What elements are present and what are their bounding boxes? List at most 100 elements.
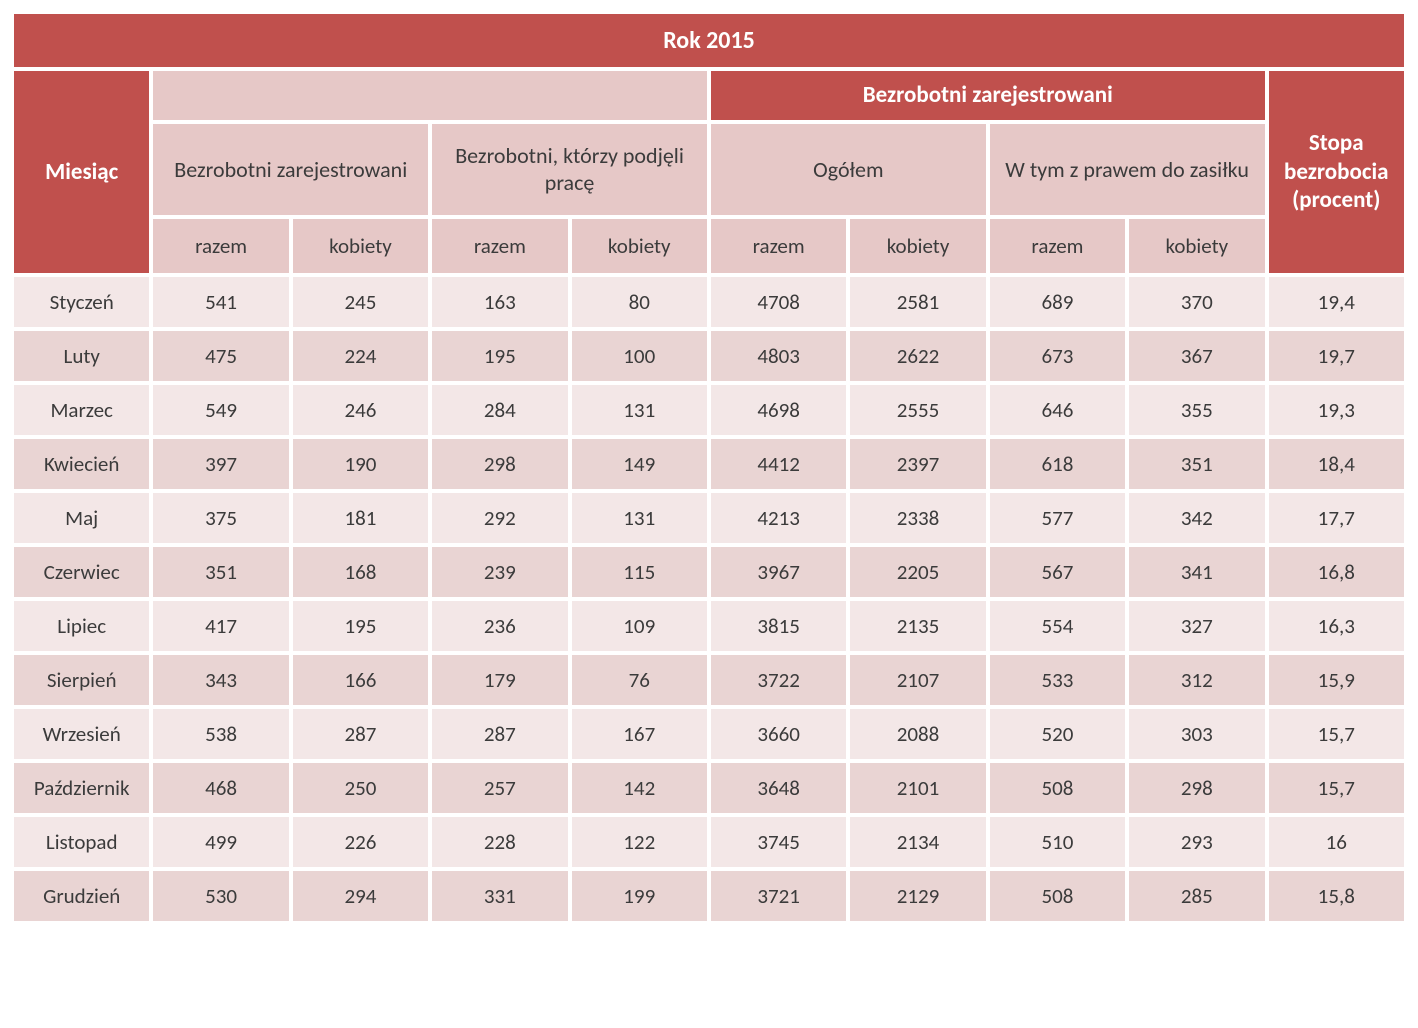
cell-job_women: 131 <box>572 493 707 543</box>
cell-all_total: 4708 <box>711 277 846 327</box>
cell-all_women: 2101 <box>850 763 985 813</box>
cell-job_total: 298 <box>432 439 567 489</box>
cell-reg_women: 287 <box>293 709 428 759</box>
cell-ben_women: 293 <box>1129 817 1264 867</box>
cell-job_total: 239 <box>432 547 567 597</box>
cell-job_women: 167 <box>572 709 707 759</box>
cell-reg_women: 245 <box>293 277 428 327</box>
table-row: Marzec5492462841314698255564635519,3 <box>14 385 1404 435</box>
cell-job_total: 287 <box>432 709 567 759</box>
header-month: Miesiąc <box>14 71 149 273</box>
cell-rate: 16,3 <box>1269 601 1404 651</box>
table-row: Czerwiec3511682391153967220556734116,8 <box>14 547 1404 597</box>
table-row: Wrzesień5382872871673660208852030315,7 <box>14 709 1404 759</box>
cell-all_women: 2622 <box>850 331 985 381</box>
cell-ben_women: 303 <box>1129 709 1264 759</box>
cell-reg_women: 294 <box>293 871 428 921</box>
cell-month: Lipiec <box>14 601 149 651</box>
unemployment-table: Rok 2015 Miesiąc Bezrobotni zarejestrowa… <box>10 10 1408 925</box>
cell-job_total: 195 <box>432 331 567 381</box>
cell-all_women: 2555 <box>850 385 985 435</box>
cell-all_women: 2338 <box>850 493 985 543</box>
cell-rate: 19,7 <box>1269 331 1404 381</box>
cell-job_total: 257 <box>432 763 567 813</box>
cell-month: Luty <box>14 331 149 381</box>
cell-ben_total: 554 <box>990 601 1125 651</box>
cell-all_total: 3967 <box>711 547 846 597</box>
cell-rate: 15,7 <box>1269 709 1404 759</box>
cell-reg_total: 375 <box>153 493 288 543</box>
header-sub-total: Ogółem <box>711 124 986 215</box>
cell-job_total: 236 <box>432 601 567 651</box>
cell-ben_total: 689 <box>990 277 1125 327</box>
col-ben-total: razem <box>990 219 1125 273</box>
cell-job_women: 109 <box>572 601 707 651</box>
cell-reg_total: 351 <box>153 547 288 597</box>
cell-ben_women: 327 <box>1129 601 1264 651</box>
cell-ben_women: 370 <box>1129 277 1264 327</box>
cell-all_total: 3722 <box>711 655 846 705</box>
cell-job_women: 199 <box>572 871 707 921</box>
cell-job_women: 80 <box>572 277 707 327</box>
cell-all_total: 4803 <box>711 331 846 381</box>
cell-reg_women: 168 <box>293 547 428 597</box>
cell-job_total: 331 <box>432 871 567 921</box>
cell-ben_women: 367 <box>1129 331 1264 381</box>
cell-reg_women: 181 <box>293 493 428 543</box>
cell-all_women: 2205 <box>850 547 985 597</box>
cell-job_total: 163 <box>432 277 567 327</box>
cell-job_total: 292 <box>432 493 567 543</box>
cell-rate: 15,9 <box>1269 655 1404 705</box>
cell-reg_women: 190 <box>293 439 428 489</box>
cell-job_women: 142 <box>572 763 707 813</box>
cell-month: Październik <box>14 763 149 813</box>
cell-all_women: 2134 <box>850 817 985 867</box>
cell-all_total: 3815 <box>711 601 846 651</box>
col-job-total: razem <box>432 219 567 273</box>
cell-ben_total: 533 <box>990 655 1125 705</box>
data-table: Rok 2015 Miesiąc Bezrobotni zarejestrowa… <box>10 10 1408 925</box>
cell-reg_total: 499 <box>153 817 288 867</box>
cell-month: Styczeń <box>14 277 149 327</box>
cell-reg_total: 541 <box>153 277 288 327</box>
cell-ben_women: 312 <box>1129 655 1264 705</box>
table-row: Listopad4992262281223745213451029316 <box>14 817 1404 867</box>
header-sub-took-job: Bezrobotni, którzy podjęli pracę <box>432 124 707 215</box>
cell-job_women: 115 <box>572 547 707 597</box>
cell-ben_total: 510 <box>990 817 1125 867</box>
cell-ben_total: 508 <box>990 763 1125 813</box>
cell-ben_total: 577 <box>990 493 1125 543</box>
cell-rate: 17,7 <box>1269 493 1404 543</box>
col-job-women: kobiety <box>572 219 707 273</box>
cell-job_total: 284 <box>432 385 567 435</box>
table-title: Rok 2015 <box>14 14 1404 67</box>
cell-reg_women: 246 <box>293 385 428 435</box>
cell-reg_women: 166 <box>293 655 428 705</box>
cell-all_women: 2135 <box>850 601 985 651</box>
cell-all_women: 2107 <box>850 655 985 705</box>
cell-all_women: 2088 <box>850 709 985 759</box>
cell-ben_total: 508 <box>990 871 1125 921</box>
cell-month: Czerwiec <box>14 547 149 597</box>
cell-ben_women: 342 <box>1129 493 1264 543</box>
cell-ben_women: 341 <box>1129 547 1264 597</box>
cell-reg_total: 549 <box>153 385 288 435</box>
cell-month: Sierpień <box>14 655 149 705</box>
header-sub-registered: Bezrobotni zarejestrowani <box>153 124 428 215</box>
col-reg-women: kobiety <box>293 219 428 273</box>
table-row: Sierpień343166179763722210753331215,9 <box>14 655 1404 705</box>
cell-all_total: 3660 <box>711 709 846 759</box>
table-row: Październik4682502571423648210150829815,… <box>14 763 1404 813</box>
cell-month: Marzec <box>14 385 149 435</box>
cell-job_women: 76 <box>572 655 707 705</box>
header-sub-benefit: W tym z prawem do zasiłku <box>990 124 1265 215</box>
cell-job_women: 149 <box>572 439 707 489</box>
cell-month: Listopad <box>14 817 149 867</box>
table-row: Kwiecień3971902981494412239761835118,4 <box>14 439 1404 489</box>
table-row: Lipiec4171952361093815213555432716,3 <box>14 601 1404 651</box>
cell-job_women: 100 <box>572 331 707 381</box>
cell-ben_total: 520 <box>990 709 1125 759</box>
cell-reg_total: 343 <box>153 655 288 705</box>
cell-ben_women: 355 <box>1129 385 1264 435</box>
cell-reg_women: 226 <box>293 817 428 867</box>
